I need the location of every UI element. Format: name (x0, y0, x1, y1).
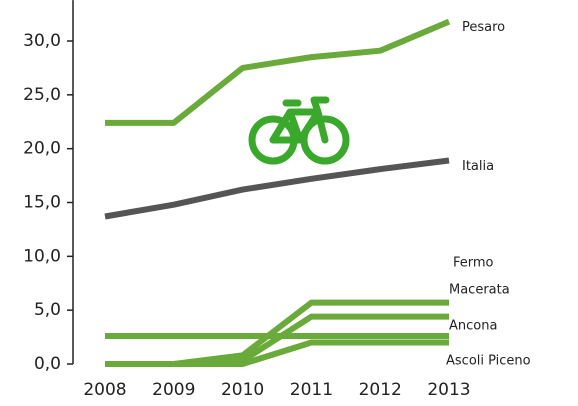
y-tick-label: 0,0 (34, 354, 61, 374)
x-tick-label: 2008 (83, 380, 126, 400)
x-tick-label: 2009 (152, 380, 195, 400)
line-series (105, 339, 449, 367)
series-label: Italia (462, 159, 494, 174)
line-series (104, 157, 450, 220)
y-tick-label: 25,0 (23, 85, 61, 105)
x-tick-label: 2011 (290, 380, 333, 400)
x-tick-label: 2012 (359, 380, 402, 400)
x-tick-label: 2013 (427, 380, 470, 400)
y-tick-label: 20,0 (23, 139, 61, 159)
y-tick-label: 10,0 (23, 246, 61, 266)
series-label: Fermo (453, 256, 494, 271)
series-label: Pesaro (462, 20, 505, 35)
bicycle-icon (248, 96, 350, 165)
y-tick-label: 30,0 (23, 31, 61, 51)
line-series (105, 18, 451, 126)
y-tick-label: 5,0 (34, 300, 61, 320)
series-label: Ascoli Piceno (446, 354, 531, 369)
x-tick-label: 2010 (221, 380, 264, 400)
series-label: Ancona (449, 319, 497, 334)
series-label: Macerata (449, 283, 510, 298)
y-tick-label: 15,0 (23, 193, 61, 213)
